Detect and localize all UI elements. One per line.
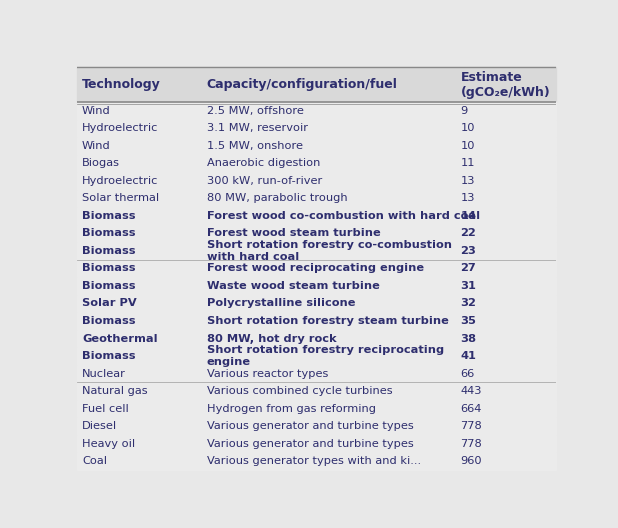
Text: Diesel: Diesel bbox=[82, 421, 117, 431]
Text: 300 kW, run-of-river: 300 kW, run-of-river bbox=[206, 176, 322, 186]
Bar bbox=[77, 172, 556, 190]
Text: 2.5 MW, offshore: 2.5 MW, offshore bbox=[206, 106, 303, 116]
Text: Various generator and turbine types: Various generator and turbine types bbox=[206, 439, 413, 449]
Text: 1.5 MW, onshore: 1.5 MW, onshore bbox=[206, 141, 303, 151]
Text: Polycrystalline silicone: Polycrystalline silicone bbox=[206, 298, 355, 308]
Text: Forest wood steam turbine: Forest wood steam turbine bbox=[206, 229, 380, 238]
Text: Various generator and turbine types: Various generator and turbine types bbox=[206, 421, 413, 431]
Bar bbox=[77, 417, 556, 435]
Text: Fuel cell: Fuel cell bbox=[82, 403, 129, 413]
Text: Natural gas: Natural gas bbox=[82, 386, 148, 396]
Text: Biogas: Biogas bbox=[82, 158, 120, 168]
Bar bbox=[77, 224, 556, 242]
Text: Short rotation forestry co-combustion
with hard coal: Short rotation forestry co-combustion wi… bbox=[206, 240, 452, 262]
Bar bbox=[77, 312, 556, 330]
Text: Heavy oil: Heavy oil bbox=[82, 439, 135, 449]
Text: Biomass: Biomass bbox=[82, 316, 135, 326]
Text: 41: 41 bbox=[460, 351, 476, 361]
Text: 27: 27 bbox=[460, 263, 476, 274]
Text: 13: 13 bbox=[460, 176, 475, 186]
Bar bbox=[77, 207, 556, 224]
Text: Wind: Wind bbox=[82, 106, 111, 116]
Text: 443: 443 bbox=[460, 386, 482, 396]
Bar bbox=[77, 435, 556, 452]
Text: 13: 13 bbox=[460, 193, 475, 203]
Text: Biomass: Biomass bbox=[82, 263, 135, 274]
Text: 32: 32 bbox=[460, 298, 476, 308]
Bar bbox=[77, 365, 556, 382]
Text: Hydrogen from gas reforming: Hydrogen from gas reforming bbox=[206, 403, 376, 413]
Text: Wind: Wind bbox=[82, 141, 111, 151]
Text: Technology: Technology bbox=[82, 78, 161, 91]
Bar bbox=[77, 119, 556, 137]
Text: Nuclear: Nuclear bbox=[82, 369, 126, 379]
Text: Estimate
(gCO₂e/kWh): Estimate (gCO₂e/kWh) bbox=[460, 71, 550, 99]
Text: Biomass: Biomass bbox=[82, 281, 135, 291]
Text: Solar thermal: Solar thermal bbox=[82, 193, 159, 203]
Bar bbox=[77, 68, 556, 102]
Text: 66: 66 bbox=[460, 369, 475, 379]
Bar bbox=[77, 277, 556, 295]
Text: Forest wood reciprocating engine: Forest wood reciprocating engine bbox=[206, 263, 424, 274]
Text: 80 MW, hot dry rock: 80 MW, hot dry rock bbox=[206, 334, 336, 344]
Text: Waste wood steam turbine: Waste wood steam turbine bbox=[206, 281, 379, 291]
Text: 3.1 MW, reservoir: 3.1 MW, reservoir bbox=[206, 123, 308, 133]
Text: Biomass: Biomass bbox=[82, 246, 135, 256]
Bar bbox=[77, 347, 556, 365]
Bar bbox=[77, 190, 556, 207]
Text: Capacity/configuration/fuel: Capacity/configuration/fuel bbox=[206, 78, 397, 91]
Bar bbox=[77, 382, 556, 400]
Text: Coal: Coal bbox=[82, 456, 107, 466]
Text: Biomass: Biomass bbox=[82, 229, 135, 238]
Text: Hydroelectric: Hydroelectric bbox=[82, 176, 158, 186]
Text: Solar PV: Solar PV bbox=[82, 298, 137, 308]
Text: Biomass: Biomass bbox=[82, 211, 135, 221]
Text: Forest wood co-combustion with hard coal: Forest wood co-combustion with hard coal bbox=[206, 211, 480, 221]
Text: 664: 664 bbox=[460, 403, 482, 413]
Text: 31: 31 bbox=[460, 281, 476, 291]
Text: Hydroelectric: Hydroelectric bbox=[82, 123, 158, 133]
Bar bbox=[77, 242, 556, 260]
Bar bbox=[77, 330, 556, 347]
Text: 38: 38 bbox=[460, 334, 476, 344]
Text: 10: 10 bbox=[460, 141, 475, 151]
Text: 14: 14 bbox=[460, 211, 476, 221]
Text: 22: 22 bbox=[460, 229, 476, 238]
Bar bbox=[77, 452, 556, 470]
Text: 9: 9 bbox=[460, 106, 468, 116]
Text: 778: 778 bbox=[460, 421, 482, 431]
Text: 23: 23 bbox=[460, 246, 476, 256]
Text: Short rotation forestry steam turbine: Short rotation forestry steam turbine bbox=[206, 316, 449, 326]
Text: 778: 778 bbox=[460, 439, 482, 449]
Bar bbox=[77, 155, 556, 172]
Bar bbox=[77, 400, 556, 417]
Text: Geothermal: Geothermal bbox=[82, 334, 158, 344]
Bar bbox=[77, 137, 556, 155]
Text: Short rotation forestry reciprocating
engine: Short rotation forestry reciprocating en… bbox=[206, 345, 444, 367]
Text: 11: 11 bbox=[460, 158, 475, 168]
Text: Anaerobic digestion: Anaerobic digestion bbox=[206, 158, 320, 168]
Text: Biomass: Biomass bbox=[82, 351, 135, 361]
Text: Various generator types with and ki...: Various generator types with and ki... bbox=[206, 456, 421, 466]
Text: 960: 960 bbox=[460, 456, 482, 466]
Text: 80 MW, parabolic trough: 80 MW, parabolic trough bbox=[206, 193, 347, 203]
Text: Various reactor types: Various reactor types bbox=[206, 369, 328, 379]
Text: 10: 10 bbox=[460, 123, 475, 133]
Bar bbox=[77, 102, 556, 119]
Text: Various combined cycle turbines: Various combined cycle turbines bbox=[206, 386, 392, 396]
Text: 35: 35 bbox=[460, 316, 476, 326]
Bar bbox=[77, 295, 556, 312]
Bar bbox=[77, 260, 556, 277]
